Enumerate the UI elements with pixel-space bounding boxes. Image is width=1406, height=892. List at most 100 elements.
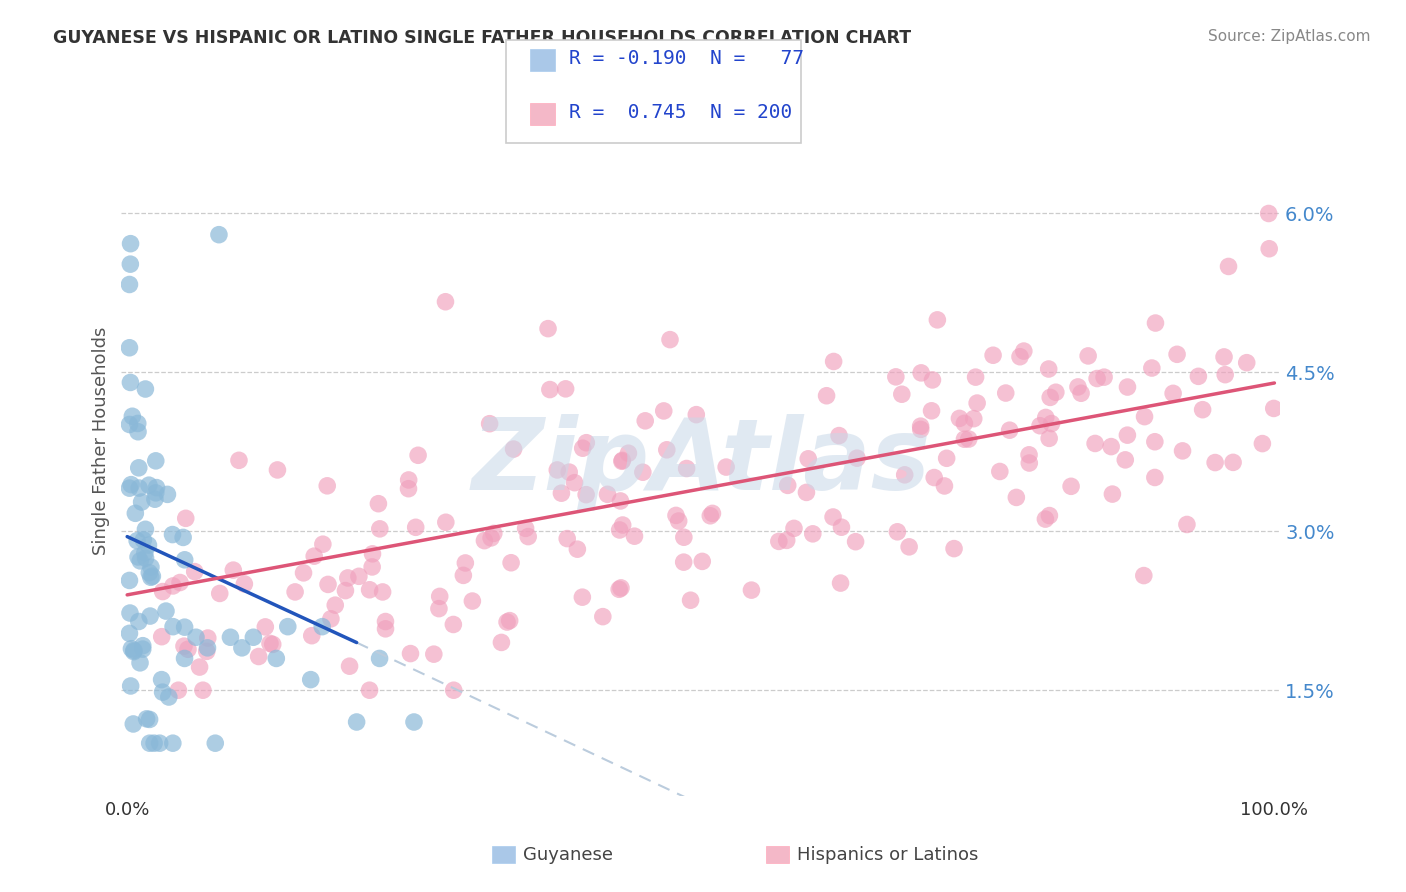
- Point: [173, 620, 195, 634]
- Text: R =  0.745  N = 200: R = 0.745 N = 200: [569, 103, 793, 121]
- Point: [138, 736, 160, 750]
- Point: [537, 321, 560, 335]
- Point: [129, 656, 152, 670]
- Point: [634, 414, 657, 428]
- Text: R = -0.190  N =   77: R = -0.190 N = 77: [569, 49, 804, 68]
- Point: [1035, 410, 1057, 425]
- Point: [801, 526, 824, 541]
- Point: [359, 683, 381, 698]
- Point: [374, 615, 396, 629]
- Point: [1218, 260, 1240, 274]
- Point: [479, 531, 502, 545]
- Point: [482, 526, 505, 541]
- Point: [197, 631, 219, 645]
- Point: [652, 404, 675, 418]
- Point: [1038, 508, 1060, 523]
- Point: [323, 598, 346, 612]
- Point: [150, 630, 173, 644]
- Point: [208, 227, 231, 242]
- Point: [138, 478, 160, 492]
- Point: [679, 593, 702, 607]
- Point: [1143, 434, 1166, 449]
- Point: [121, 409, 143, 424]
- Point: [120, 376, 142, 390]
- Point: [427, 601, 450, 615]
- Point: [921, 404, 943, 418]
- Point: [335, 583, 357, 598]
- Point: [346, 714, 368, 729]
- Point: [1236, 356, 1258, 370]
- Point: [538, 383, 561, 397]
- Point: [157, 690, 180, 704]
- Point: [135, 712, 157, 726]
- Point: [1038, 362, 1060, 376]
- Point: [266, 463, 288, 477]
- Point: [550, 486, 572, 500]
- Point: [242, 630, 264, 644]
- Point: [135, 551, 157, 566]
- Point: [134, 522, 156, 536]
- Point: [132, 639, 155, 653]
- Point: [259, 636, 281, 650]
- Point: [195, 644, 218, 658]
- Point: [156, 487, 179, 501]
- Point: [1018, 448, 1040, 462]
- Point: [609, 523, 631, 537]
- Point: [402, 714, 425, 729]
- Point: [183, 565, 205, 579]
- Point: [988, 465, 1011, 479]
- Point: [118, 606, 141, 620]
- Point: [399, 647, 422, 661]
- Point: [169, 575, 191, 590]
- Point: [575, 435, 598, 450]
- Point: [368, 651, 391, 665]
- Point: [1040, 417, 1063, 431]
- Text: Hispanics or Latinos: Hispanics or Latinos: [797, 846, 979, 863]
- Point: [592, 609, 614, 624]
- Point: [1166, 347, 1188, 361]
- Point: [454, 556, 477, 570]
- Point: [498, 614, 520, 628]
- Point: [118, 626, 141, 640]
- Point: [474, 533, 496, 548]
- Point: [316, 577, 339, 591]
- Point: [571, 590, 593, 604]
- Point: [672, 555, 695, 569]
- Point: [301, 629, 323, 643]
- Point: [311, 620, 333, 634]
- Point: [1191, 402, 1213, 417]
- Point: [828, 428, 851, 442]
- Point: [555, 532, 578, 546]
- Point: [1101, 487, 1123, 501]
- Point: [981, 348, 1004, 362]
- Point: [1171, 443, 1194, 458]
- Point: [1116, 428, 1139, 442]
- Point: [336, 571, 359, 585]
- Point: [515, 521, 537, 535]
- Point: [247, 649, 270, 664]
- Point: [690, 554, 713, 568]
- Point: [1005, 491, 1028, 505]
- Point: [292, 566, 315, 580]
- Point: [162, 620, 184, 634]
- Point: [162, 736, 184, 750]
- Point: [124, 506, 146, 520]
- Point: [1251, 436, 1274, 450]
- Point: [184, 630, 207, 644]
- Point: [702, 507, 724, 521]
- Point: [262, 637, 284, 651]
- Point: [610, 581, 633, 595]
- Point: [122, 643, 145, 657]
- Point: [367, 497, 389, 511]
- Point: [609, 494, 631, 508]
- Point: [441, 617, 464, 632]
- Point: [443, 683, 465, 698]
- Point: [167, 683, 190, 698]
- Point: [665, 508, 688, 523]
- Point: [120, 236, 142, 251]
- Point: [893, 467, 915, 482]
- Point: [120, 641, 142, 656]
- Point: [1133, 409, 1156, 424]
- Point: [546, 463, 568, 477]
- Point: [1038, 431, 1060, 445]
